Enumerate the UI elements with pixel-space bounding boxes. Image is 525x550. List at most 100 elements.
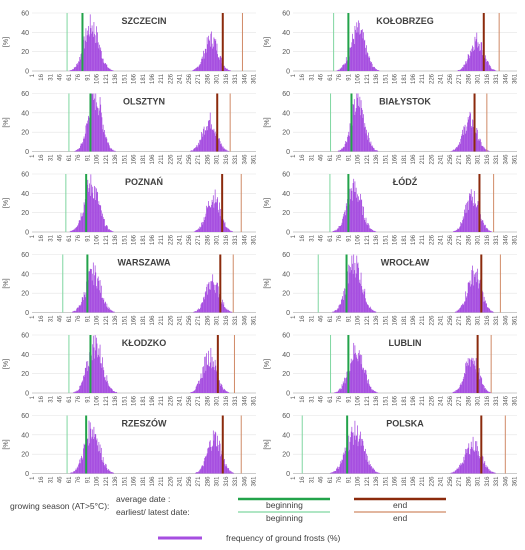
frequency-bar [207, 364, 209, 393]
frequency-bar [357, 263, 358, 313]
frequency-bar [219, 138, 220, 152]
frequency-bar [357, 262, 359, 313]
frequency-bar [93, 285, 95, 313]
frequency-bar [456, 468, 458, 474]
x-tick-label: 361 [513, 234, 519, 245]
frequency-bar [104, 303, 105, 313]
frequency-bar [363, 206, 364, 232]
frequency-bar [73, 67, 75, 71]
frequency-bar [92, 438, 94, 474]
frequency-bar [351, 362, 353, 393]
frequency-bar [196, 311, 198, 313]
frequency-bar [91, 438, 92, 474]
y-tick-label: 0 [25, 69, 29, 76]
frequency-bar [78, 305, 80, 313]
frequency-bar [105, 306, 107, 313]
x-tick-label: 196 [411, 395, 417, 406]
frequency-bar [467, 53, 469, 71]
frequency-bar [372, 230, 374, 232]
frequency-bar [493, 69, 495, 71]
frequency-bar [364, 219, 366, 232]
frequency-bar [458, 468, 460, 474]
frequency-bar [97, 445, 98, 474]
frequency-bar [464, 460, 465, 474]
frequency-bar [76, 466, 78, 474]
frequency-bar [464, 301, 466, 313]
frequency-bar [472, 203, 474, 232]
frequency-bar [470, 441, 472, 474]
x-tick-label: 196 [150, 476, 156, 487]
frequency-bar [459, 307, 461, 313]
frequency-bar [368, 307, 370, 313]
frequency-bar [360, 33, 361, 71]
frequency-bar [87, 361, 89, 393]
frequency-bar [473, 364, 475, 393]
frequency-bar [211, 356, 213, 393]
frequency-bar [465, 130, 467, 152]
frequency-bar [483, 222, 484, 232]
frequency-bar [77, 468, 79, 474]
frequency-bar [361, 108, 363, 152]
y-tick-label: 0 [286, 69, 290, 76]
frequency-bar [373, 469, 375, 474]
frequency-bar [104, 225, 106, 232]
frequency-bar [342, 460, 343, 474]
frequency-bar [72, 472, 74, 474]
frequency-bar [341, 222, 343, 232]
frequency-bar [352, 263, 353, 313]
frequency-bar [350, 46, 352, 71]
frequency-bar [459, 387, 460, 393]
x-tick-label: 91 [346, 234, 352, 241]
frequency-bar [223, 390, 225, 393]
frequency-bar [373, 67, 375, 71]
frequency-bar [114, 150, 116, 152]
frequency-bar [488, 230, 489, 232]
frequency-bar [363, 368, 364, 393]
frequency-bar [336, 70, 338, 71]
frequency-bar [197, 310, 199, 313]
frequency-bar [486, 467, 487, 474]
frequency-bar [201, 131, 202, 152]
x-tick-label: 346 [503, 154, 509, 165]
frequency-bar [207, 206, 209, 232]
frequency-bar [339, 68, 341, 71]
x-tick-label: 331 [494, 234, 500, 245]
frequency-bar [90, 428, 92, 474]
x-tick-label: 106 [356, 234, 362, 245]
frequency-bar [451, 472, 452, 474]
frequency-bar [375, 391, 377, 393]
frequency-bar [337, 308, 339, 313]
frequency-bar [376, 472, 378, 474]
frequency-bar [355, 111, 356, 152]
frequency-bar [226, 68, 228, 71]
frequency-bar [91, 269, 92, 313]
frequency-bar [457, 389, 459, 393]
x-tick-label: 151 [383, 154, 389, 165]
frequency-bar [377, 472, 379, 474]
y-tick-label: 0 [25, 310, 29, 317]
frequency-bar [467, 293, 468, 313]
frequency-bar [475, 41, 476, 71]
frequency-bar [335, 470, 337, 474]
frequency-bar [486, 60, 488, 71]
frequency-bar [109, 147, 111, 152]
frequency-bar [369, 464, 371, 474]
frequency-bar [88, 115, 89, 152]
frequency-bar [110, 471, 112, 474]
frequency-bar [360, 200, 362, 232]
frequency-bar [220, 55, 222, 71]
frequency-bar [355, 273, 357, 313]
frequency-bar [352, 200, 353, 232]
x-tick-label: 346 [503, 73, 509, 84]
frequency-bar [104, 466, 106, 474]
frequency-bar [226, 391, 228, 393]
x-tick-label: 271 [457, 395, 463, 406]
frequency-bar [345, 140, 347, 152]
y-tick-label: 0 [25, 391, 29, 398]
frequency-bar [77, 307, 79, 313]
frequency-bar [464, 301, 465, 313]
frequency-bar [358, 20, 359, 71]
frequency-bar [88, 420, 90, 474]
